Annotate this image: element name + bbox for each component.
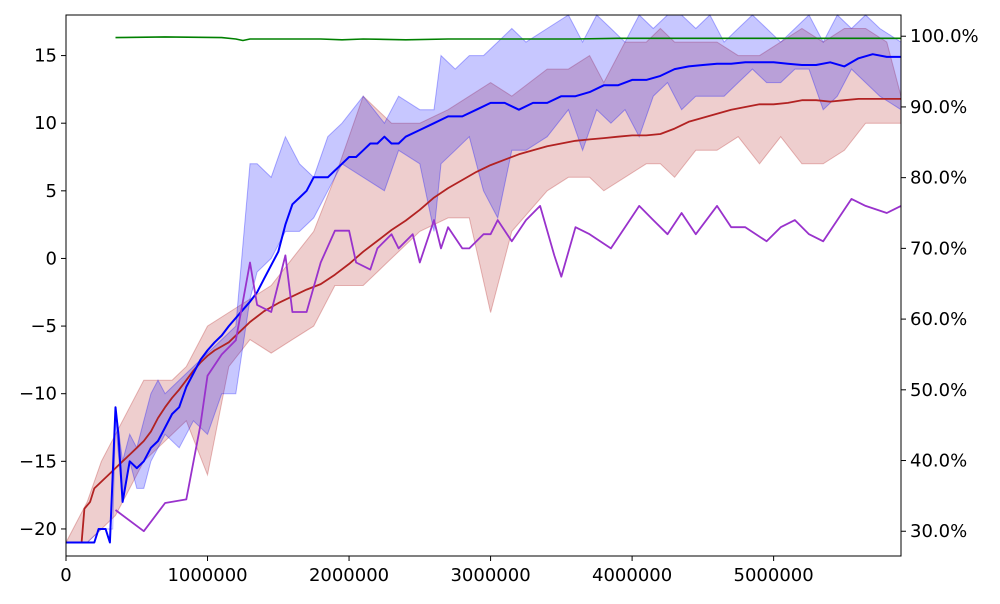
series-line-0 — [115, 36, 901, 42]
x-tick-label: 3000000 — [450, 565, 530, 586]
y-tick-label: −5 — [30, 316, 57, 337]
y-axis-right: 30.0% 40.0% 50.0% 60.0% 70.0% 80.0% 90.0% 100.0… — [901, 26, 979, 542]
series-line-2 — [66, 53, 901, 544]
x-tick-label: 1000000 — [167, 565, 247, 586]
x-tick-label: 5000000 — [734, 565, 814, 586]
y-tick-label: −15 — [19, 451, 57, 472]
x-tick-label: 0 — [60, 565, 71, 586]
y2-tick-label: 50.0% — [910, 380, 967, 401]
y2-tick-label: 100.0% — [910, 26, 979, 47]
y2-tick-label: 90.0% — [910, 97, 967, 118]
y-tick-label: −10 — [19, 384, 57, 405]
x-tick-label: 2000000 — [309, 565, 389, 586]
series-lines — [66, 36, 902, 544]
y-tick-label: −20 — [19, 519, 57, 540]
y-tick-label: 0 — [46, 248, 57, 269]
y2-tick-label: 70.0% — [910, 238, 967, 259]
y2-tick-label: 60.0% — [910, 309, 967, 330]
x-axis: 0 1000000 2000000 3000000 4000000 5000000 — [60, 556, 814, 586]
y-axis-left: −20 −15 −10 −5 0 5 10 15 — [19, 46, 66, 540]
plot-frame — [65, 14, 902, 557]
x-tick-label: 4000000 — [592, 565, 672, 586]
y2-tick-label: 80.0% — [910, 168, 967, 189]
confidence-bands — [65, 14, 902, 543]
y-tick-label: 10 — [34, 113, 57, 134]
y-tick-label: 15 — [34, 46, 57, 67]
y2-tick-label: 40.0% — [910, 451, 967, 472]
series-line-3 — [114, 197, 902, 533]
y2-tick-label: 30.0% — [910, 521, 967, 542]
series-line-1 — [66, 98, 901, 544]
y-tick-label: 5 — [46, 181, 57, 202]
